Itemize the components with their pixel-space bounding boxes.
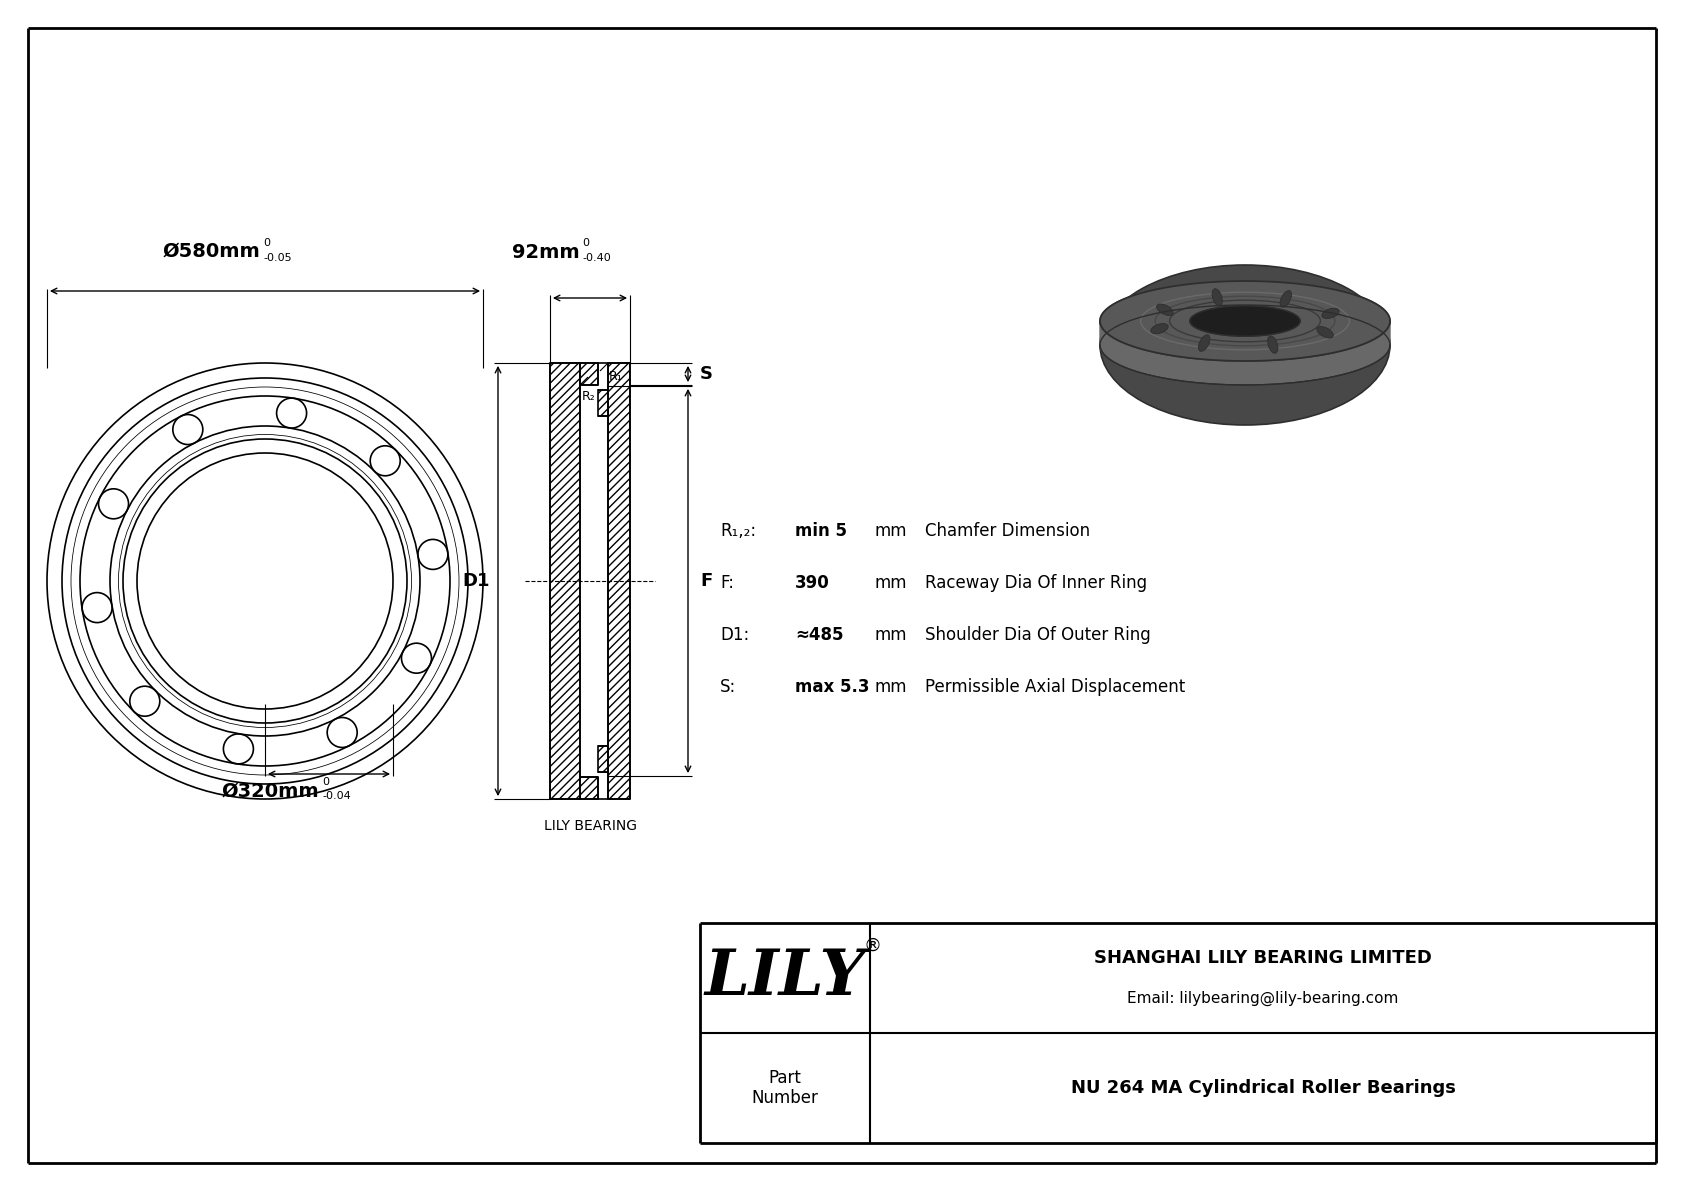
Text: 390: 390 [795, 574, 830, 592]
Text: ≈485: ≈485 [795, 626, 844, 644]
Polygon shape [1100, 281, 1389, 361]
Ellipse shape [1317, 326, 1334, 338]
Text: mm: mm [876, 678, 908, 696]
Text: ®: ® [864, 937, 882, 955]
Ellipse shape [1268, 336, 1278, 354]
Polygon shape [1100, 322, 1389, 385]
Text: -0.05: -0.05 [263, 252, 291, 263]
Text: F: F [701, 572, 712, 590]
Text: min 5: min 5 [795, 522, 847, 540]
Ellipse shape [1191, 306, 1300, 336]
Text: Email: lilybearing@lily-bearing.com: Email: lilybearing@lily-bearing.com [1127, 991, 1399, 1005]
Text: 0: 0 [322, 777, 328, 787]
Text: Chamfer Dimension: Chamfer Dimension [925, 522, 1090, 540]
Text: -0.04: -0.04 [322, 791, 350, 802]
Bar [598, 389, 608, 416]
Text: Part
Number: Part Number [751, 1068, 818, 1108]
Ellipse shape [1212, 288, 1223, 306]
Bar [579, 777, 598, 799]
Text: Raceway Dia Of Inner Ring: Raceway Dia Of Inner Ring [925, 574, 1147, 592]
Text: R₂: R₂ [583, 389, 596, 403]
Text: F:: F: [721, 574, 734, 592]
Polygon shape [1191, 306, 1300, 345]
Text: max 5.3: max 5.3 [795, 678, 869, 696]
Ellipse shape [1150, 324, 1169, 333]
Bar [608, 363, 630, 799]
Text: S:: S: [721, 678, 736, 696]
Text: Permissible Axial Displacement: Permissible Axial Displacement [925, 678, 1186, 696]
Text: mm: mm [876, 626, 908, 644]
Text: D1:: D1: [721, 626, 749, 644]
Text: Ø320mm: Ø320mm [221, 782, 318, 802]
Text: LILY: LILY [704, 947, 866, 1009]
Text: 0: 0 [583, 238, 589, 248]
Text: R₁: R₁ [610, 370, 623, 384]
Ellipse shape [1280, 291, 1292, 307]
Text: mm: mm [876, 522, 908, 540]
Text: 0: 0 [263, 238, 269, 248]
Ellipse shape [1199, 335, 1209, 351]
Text: SHANGHAI LILY BEARING LIMITED: SHANGHAI LILY BEARING LIMITED [1095, 949, 1431, 967]
Text: R₁,₂:: R₁,₂: [721, 522, 756, 540]
Text: Ø580mm: Ø580mm [162, 242, 259, 261]
Ellipse shape [1322, 308, 1339, 318]
Text: mm: mm [876, 574, 908, 592]
Bar [598, 746, 608, 772]
Ellipse shape [1100, 266, 1389, 425]
Text: D1: D1 [463, 572, 490, 590]
Text: LILY BEARING: LILY BEARING [544, 819, 637, 833]
Bar [551, 363, 579, 799]
Text: -0.40: -0.40 [583, 252, 611, 263]
Text: 92mm: 92mm [512, 243, 579, 262]
Bar [579, 363, 598, 385]
Text: Shoulder Dia Of Outer Ring: Shoulder Dia Of Outer Ring [925, 626, 1150, 644]
Text: NU 264 MA Cylindrical Roller Bearings: NU 264 MA Cylindrical Roller Bearings [1071, 1079, 1455, 1097]
Ellipse shape [1157, 304, 1174, 316]
Text: S: S [701, 364, 712, 384]
